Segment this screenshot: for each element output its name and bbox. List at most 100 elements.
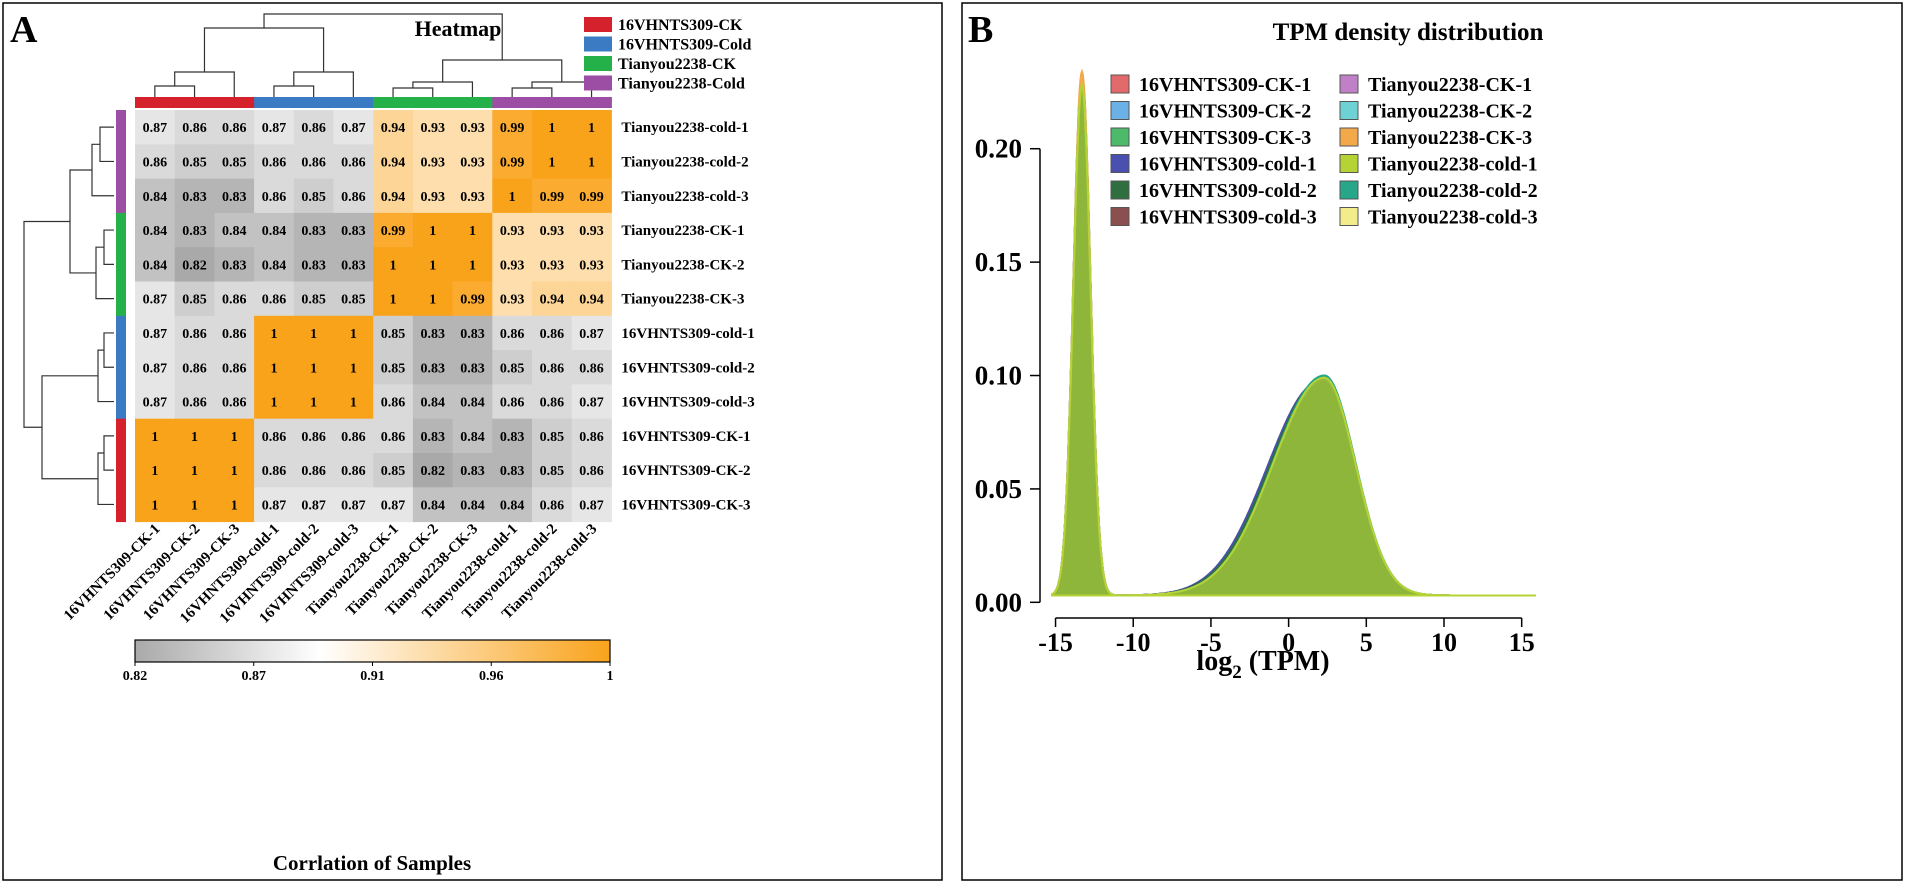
heatmap-cell-value: 1 (270, 396, 277, 411)
heatmap-cell-value: 0.85 (381, 464, 406, 479)
heatmap-cell-value: 1 (588, 155, 595, 170)
heatmap-cell (333, 144, 374, 180)
density-legend-swatch (1110, 101, 1130, 120)
heatmap-cell (373, 247, 414, 282)
column-group-segment (135, 97, 176, 108)
heatmap-cell (214, 110, 255, 145)
heatmap-cell-value: 1 (310, 327, 317, 342)
heatmap-cell (333, 247, 374, 282)
colorbar-tick-label: 0.96 (479, 669, 504, 684)
heatmap-cell-value: 0.82 (421, 464, 446, 479)
density-legend-swatch (1339, 127, 1359, 147)
heatmap-cell (532, 350, 573, 385)
heatmap-cell-value: 0.84 (500, 498, 525, 513)
heatmap-cell (571, 247, 612, 282)
heatmap-cell-value: 0.85 (500, 361, 525, 376)
heatmap-cell-value: 0.94 (381, 121, 406, 136)
heatmap-cell (293, 384, 334, 420)
heatmap-cell (412, 384, 454, 420)
heatmap-cell-value: 0.93 (500, 293, 525, 308)
heatmap-cell (373, 281, 414, 317)
heatmap-cell (571, 281, 612, 317)
group-legend-swatch (584, 56, 612, 71)
heatmap-cell-value: 0.93 (540, 258, 565, 273)
density-legend-label: 16VHNTS309-CK-3 (1139, 127, 1311, 149)
heatmap-cell-value: 0.87 (262, 121, 287, 136)
panel-a: A Heatmap 16VHNTS309-CK 16VHNTS309-Cold Ti… (2, 2, 943, 881)
row-labels: Tianyou2238-cold-1 Tianyou2238-cold-2 Tian… (621, 120, 754, 513)
heatmap-cell-value: 0.93 (421, 121, 446, 136)
heatmap-cell-value: 0.87 (579, 396, 604, 411)
heatmap-cell-value: 1 (151, 464, 158, 479)
heatmap-cell-value: 0.86 (579, 430, 604, 445)
row-label: Tianyou2238-cold-1 (621, 120, 748, 136)
heatmap-cell-value: 0.86 (500, 327, 525, 342)
heatmap-cell (174, 453, 215, 488)
heatmap-cell-value: 1 (231, 498, 238, 513)
heatmap-cell (293, 315, 334, 351)
row-group-segment (116, 350, 126, 385)
heatmap-cell (254, 144, 295, 180)
heatmap-cell (293, 212, 334, 248)
heatmap-cell (214, 247, 255, 282)
column-group-segment (452, 97, 493, 108)
heatmap-cell (532, 315, 573, 351)
density-legend-swatch (1110, 207, 1130, 226)
heatmap-cell (135, 384, 176, 420)
heatmap-cell-value: 1 (429, 258, 436, 273)
heatmap-cell (174, 247, 215, 282)
heatmap-cell (452, 487, 493, 523)
heatmap-cell-value: 0.84 (143, 258, 168, 273)
heatmap-cell-value: 0.93 (579, 224, 604, 239)
heatmap-cell (571, 212, 612, 248)
row-label: 16VHNTS309-cold-3 (621, 395, 754, 411)
row-label: Tianyou2238-CK-3 (621, 292, 744, 308)
heatmap-cell-value: 0.83 (341, 258, 366, 273)
heatmap-cell-value: 0.94 (381, 190, 406, 205)
density-legend-label: Tianyou2238-cold-1 (1368, 154, 1538, 176)
row-group-segment (116, 281, 126, 317)
heatmap-cell-value: 0.99 (500, 121, 525, 136)
heatmap-cell (135, 487, 176, 523)
heatmap-cell (214, 315, 255, 351)
heatmap-cell-value: 0.93 (500, 224, 525, 239)
heatmap-cell (412, 212, 454, 248)
column-group-segment (412, 97, 454, 108)
heatmap-cell-value: 0.84 (460, 396, 485, 411)
heatmap-cell (293, 487, 334, 523)
heatmap-cell (571, 110, 612, 145)
heatmap-cell-value: 1 (191, 464, 198, 479)
heatmap-cell-value: 1 (231, 430, 238, 445)
heatmap-cell (412, 281, 454, 317)
heatmap-cell (412, 144, 454, 180)
heatmap-cell (254, 281, 295, 317)
heatmap-cell-value: 1 (191, 430, 198, 445)
heatmap-cell (254, 247, 295, 282)
column-group-segment (492, 97, 533, 108)
heatmap-cell (214, 281, 255, 317)
heatmap-cell (174, 487, 215, 523)
heatmap-cell (532, 110, 573, 145)
density-legend-swatch (1339, 207, 1359, 226)
heatmap-cell (532, 453, 573, 488)
heatmap-cell-value: 1 (390, 258, 397, 273)
colorbar: 0.82 0.87 0.91 0.96 1 (123, 639, 614, 684)
heatmap-cell-value: 1 (270, 327, 277, 342)
heatmap-cell-value: 0.86 (262, 464, 287, 479)
column-group-segment (571, 97, 612, 108)
heatmap-cell-value: 0.85 (301, 293, 326, 308)
heatmap-cell-value: 0.84 (143, 190, 168, 205)
heatmap-cell (532, 178, 573, 214)
heatmap-cell-value: 1 (350, 327, 357, 342)
heatmap-cell-value: 0.83 (301, 224, 326, 239)
heatmap-cell (333, 178, 374, 214)
density-legend-swatch (1339, 74, 1359, 94)
heatmap-cell-value: 0.85 (381, 327, 406, 342)
heatmap-cell-value: 0.86 (540, 361, 565, 376)
density-legend: 16VHNTS309-CK-1 16VHNTS309-CK-2 16VHNTS309… (1110, 74, 1538, 229)
heatmap-cell (571, 178, 612, 214)
heatmap-cell (492, 350, 533, 385)
heatmap-cell-value: 0.83 (421, 327, 446, 342)
heatmap-cell (333, 281, 374, 317)
heatmap-cell (412, 315, 454, 351)
